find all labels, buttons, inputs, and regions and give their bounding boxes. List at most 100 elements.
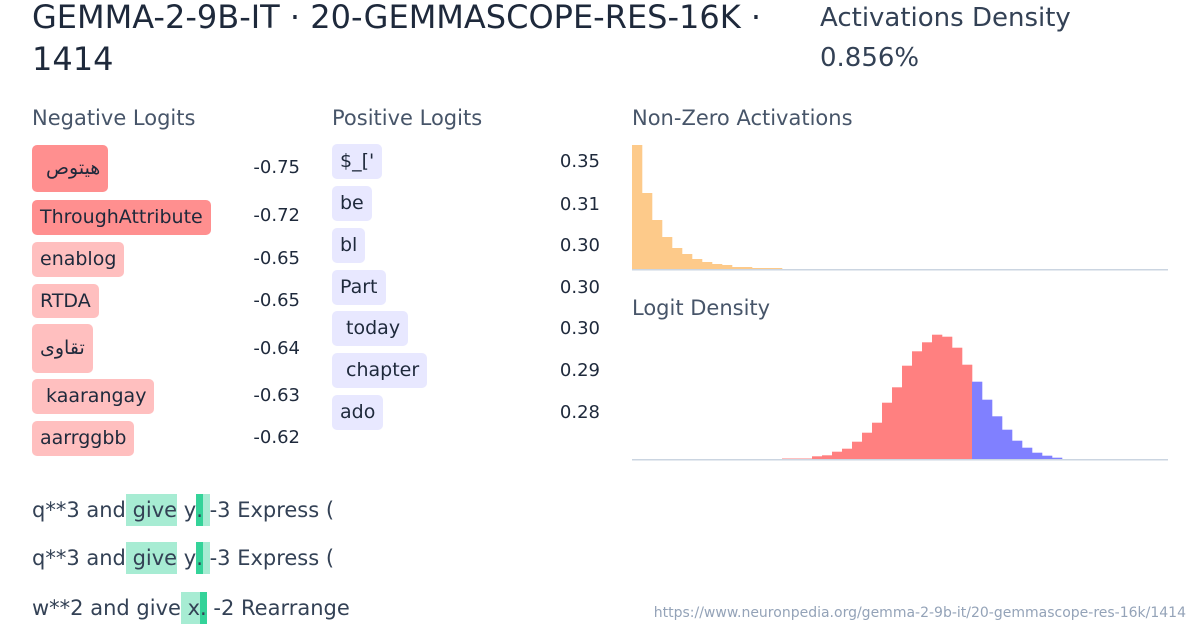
logit-bar-negative	[842, 448, 853, 459]
logit-bar-negative	[882, 402, 893, 459]
positive-logit-value: 0.35	[559, 151, 600, 172]
positive-logit-token: today	[332, 311, 409, 346]
positive-logit-value: 0.28	[559, 402, 600, 423]
activation-bar	[682, 254, 693, 269]
activations-baseline	[632, 269, 1168, 271]
negative-logit-token: تقاوى	[32, 324, 93, 373]
example-row[interactable]: w**2 and give x. -2 Rearrange	[32, 592, 350, 624]
activation-bar	[662, 237, 673, 269]
example-token: .	[196, 494, 203, 526]
example-token: and	[83, 596, 130, 620]
example-token: -3	[209, 546, 231, 570]
example-token: x	[180, 592, 201, 624]
logit-bar-negative	[962, 364, 973, 459]
positive-logit-value: 0.29	[559, 360, 600, 381]
example-token: give	[129, 596, 181, 620]
activation-bar	[772, 268, 783, 269]
logit-density-heading: Logit Density	[632, 296, 771, 320]
source-url[interactable]: https://www.neuronpedia.org/gemma-2-9b-i…	[653, 605, 1186, 621]
example-token: Rearrange	[234, 596, 350, 620]
activation-bar	[632, 145, 643, 269]
example-token: (	[319, 498, 335, 522]
example-token: q**3	[32, 498, 80, 522]
logit-bar-positive	[992, 416, 1003, 459]
logit-bar-positive	[1052, 457, 1063, 459]
negative-logit-value: -0.65	[253, 248, 300, 269]
example-token: Express	[230, 546, 320, 570]
example-token: y	[177, 546, 197, 570]
negative-logit-token: aarrggbb	[32, 421, 135, 456]
activation-bar	[642, 193, 653, 269]
activation-bar	[702, 262, 713, 269]
activation-bar	[672, 248, 683, 269]
example-token	[202, 494, 210, 526]
example-token: and	[79, 498, 126, 522]
example-token: Express	[230, 498, 320, 522]
logit-bar-positive	[972, 381, 983, 459]
positive-logit-value: 0.31	[559, 194, 600, 215]
negative-logit-token: ThroughAttribute	[32, 200, 211, 235]
logit-bar-negative	[812, 456, 823, 459]
negative-logit-value: -0.75	[253, 157, 300, 178]
negative-logit-value: -0.64	[253, 338, 300, 359]
example-row[interactable]: q**3 and give y. -3 Express (	[32, 542, 334, 574]
logit-bar-negative	[792, 458, 803, 459]
example-token: -2	[206, 596, 235, 620]
positive-logit-token: be	[332, 186, 372, 221]
example-token: and	[79, 546, 126, 570]
logit-bar-negative	[872, 422, 883, 459]
positive-logits-heading: Positive Logits	[332, 106, 483, 130]
logit-bar-positive	[1002, 429, 1013, 459]
logit-bar-positive	[1022, 447, 1033, 459]
density-value: 0.856%	[820, 43, 920, 73]
negative-logit-token: RTDA	[32, 284, 99, 318]
example-token: q**3	[32, 546, 80, 570]
negative-logit-value: -0.62	[253, 427, 300, 448]
negative-logit-token: هيتوص	[32, 145, 109, 192]
activation-bar	[752, 268, 763, 269]
example-token: y	[177, 498, 197, 522]
activation-bar	[732, 267, 743, 269]
example-token: (	[319, 546, 335, 570]
negative-logit-value: -0.65	[253, 290, 300, 311]
logit-bar-positive	[982, 399, 993, 459]
logit-bar-negative	[902, 365, 913, 459]
logit-bar-negative	[852, 441, 863, 459]
activation-bar	[712, 264, 723, 269]
logit-bar-negative	[782, 458, 793, 459]
example-token: .	[196, 542, 203, 574]
logit-bar-negative	[942, 336, 953, 459]
negative-logit-value: -0.63	[253, 385, 300, 406]
example-token: -3	[209, 498, 231, 522]
positive-logit-token: ado	[332, 395, 384, 430]
positive-logit-token: bl	[332, 228, 366, 263]
logit-bar-positive	[1012, 440, 1023, 459]
positive-logit-token: Part	[332, 270, 386, 305]
positive-logit-value: 0.30	[559, 318, 600, 339]
activation-bar	[762, 268, 773, 269]
activations-density: Activations Density 0.856%	[820, 0, 1071, 78]
logit-bar-positive	[1042, 455, 1053, 459]
negative-logits-heading: Negative Logits	[32, 106, 196, 130]
logit-bar-negative	[912, 351, 923, 459]
logit-bar-negative	[952, 347, 963, 459]
logit-bar-negative	[862, 432, 873, 459]
logit-bar-negative	[822, 455, 833, 459]
example-token: give	[125, 494, 178, 526]
logit-bar-negative	[932, 334, 943, 459]
example-token	[202, 542, 210, 574]
logit-bar-positive	[1032, 452, 1043, 459]
example-token: .	[200, 592, 207, 624]
page-title: GEMMA-2-9B-IT · 20-GEMMASCOPE-RES-16K · …	[32, 0, 762, 78]
density-label: Activations Density	[820, 3, 1071, 33]
activation-bar	[742, 267, 753, 269]
negative-logit-token: kaarangay	[32, 379, 155, 414]
positive-logit-value: 0.30	[559, 235, 600, 256]
logit-bar-negative	[922, 342, 933, 459]
example-row[interactable]: q**3 and give y. -3 Express (	[32, 494, 334, 526]
activation-bar	[652, 220, 663, 269]
negative-logit-value: -0.72	[253, 205, 300, 226]
example-token: give	[125, 542, 178, 574]
logit-bar-negative	[892, 387, 903, 459]
positive-logit-value: 0.30	[559, 277, 600, 298]
